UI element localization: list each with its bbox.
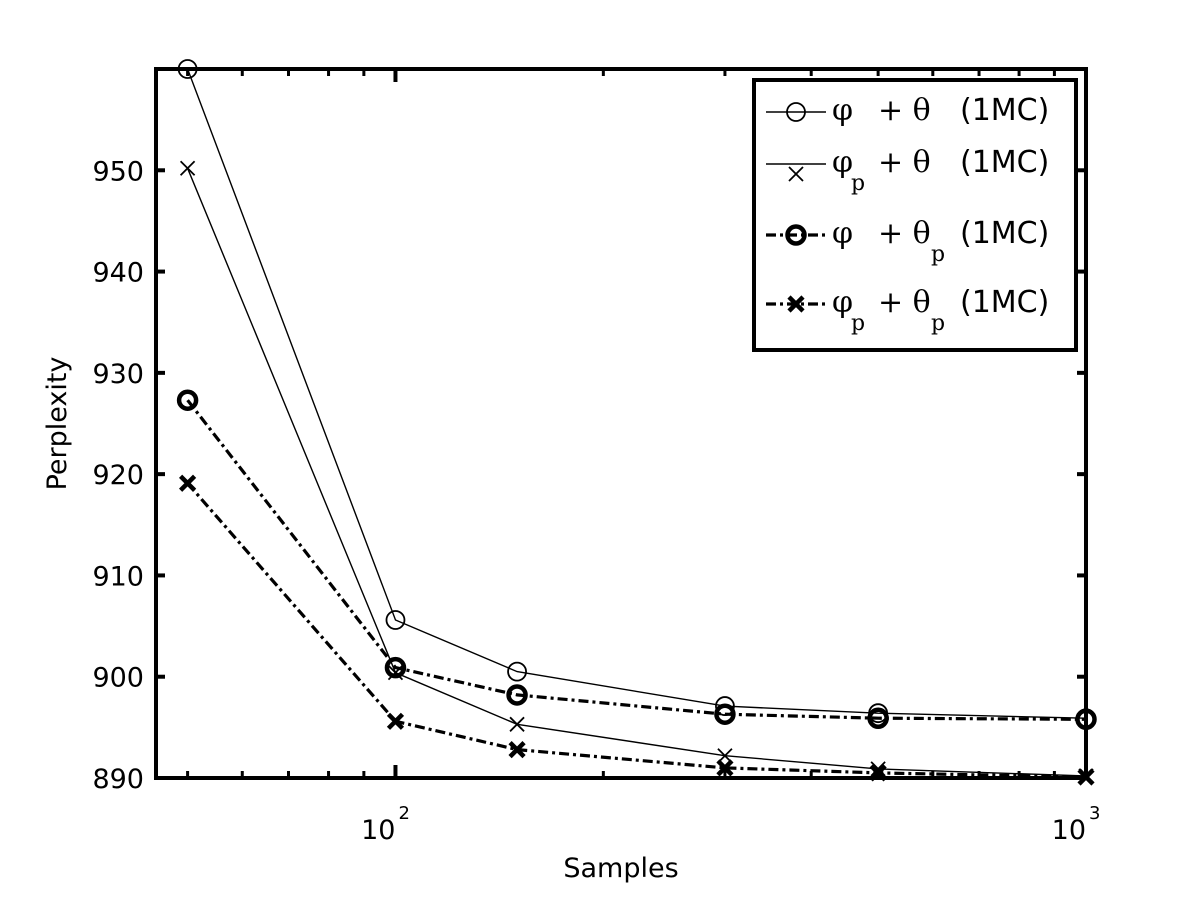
legend-phi: φ (832, 216, 853, 251)
data-point (177, 59, 198, 79)
legend-marker (786, 102, 806, 122)
data-point (179, 160, 196, 176)
data-point (506, 684, 528, 706)
x-tick-exponent: 2 (398, 803, 409, 824)
legend-item-1: φ + θ (1MC) (766, 93, 1049, 128)
data-point (386, 712, 405, 730)
data-point (385, 610, 406, 630)
legend-marker (788, 166, 804, 182)
marker-stroke (788, 166, 804, 182)
y-tick-label: 950 (92, 156, 144, 187)
legend-theta: + θ (878, 145, 931, 180)
data-point (716, 759, 734, 777)
y-tick-label: 920 (92, 460, 144, 491)
legend-mc: (1MC) (960, 93, 1049, 128)
data-point (867, 707, 889, 729)
marker-stroke (787, 295, 805, 313)
series-line (186, 399, 1087, 721)
x-axis-label: Samples (563, 853, 678, 884)
legend-theta: + θ (878, 285, 931, 320)
legend-marker (785, 224, 807, 246)
series-4 (179, 474, 1095, 786)
legend-sub: p (851, 311, 865, 336)
marker-stroke (386, 712, 405, 730)
legend-box (752, 78, 1078, 352)
y-tick-label: 890 (92, 764, 144, 795)
legend-mc: (1MC) (960, 145, 1049, 180)
series-line (186, 68, 1087, 719)
y-tick-label: 910 (92, 561, 144, 592)
axis-labels: Samples Perplexity (42, 357, 679, 884)
marker-stroke (179, 160, 196, 176)
series-layer (176, 59, 1097, 786)
legend-theta: + θ (878, 93, 931, 128)
legend-phi: φ (832, 93, 853, 128)
x-tick-label: 10 (1052, 815, 1086, 846)
data-point (176, 389, 199, 411)
marker-stroke (509, 716, 525, 732)
y-axis-label: Perplexity (42, 357, 73, 491)
data-point (179, 474, 197, 492)
x-tick-exponent: 3 (1089, 803, 1100, 824)
legend-mc: (1MC) (960, 285, 1049, 320)
y-tick-label: 930 (92, 359, 144, 390)
axes-frame (154, 67, 1088, 780)
data-point (508, 741, 526, 759)
data-point (714, 703, 736, 725)
legend-item-3: φ + θp (1MC) (766, 216, 1049, 267)
data-point (509, 716, 525, 732)
legend-phi: φ (832, 285, 853, 320)
data-point (1075, 708, 1097, 731)
legend-theta: + θ (878, 216, 931, 251)
data-point (869, 764, 887, 782)
legend-sub: p (931, 242, 945, 267)
series-line (186, 168, 1087, 777)
legend: φ + θ (1MC)φp+ θ (1MC)φ + θp(1MC)φp+ θp(1MC) (752, 78, 1078, 352)
data-point (1077, 768, 1095, 786)
x-tick-label: 10 (361, 815, 395, 846)
legend-mc: (1MC) (960, 216, 1049, 251)
data-point (384, 656, 407, 679)
y-tick-label: 940 (92, 258, 144, 289)
data-point (507, 661, 527, 682)
legend-item-4: φp+ θp(1MC) (766, 285, 1049, 336)
legend-marker (787, 295, 805, 313)
legend-item-2: φp + θ (1MC) (766, 145, 1049, 196)
legend-sub: p (931, 311, 945, 336)
marker-stroke (716, 759, 734, 777)
series-3 (176, 389, 1097, 731)
marker-stroke (179, 474, 197, 492)
marker-stroke (508, 741, 526, 759)
marker-stroke (1077, 768, 1095, 786)
marker-stroke (869, 764, 887, 782)
legend-sub: p (851, 171, 865, 196)
legend-phi: φ (832, 145, 853, 180)
y-tick-label: 900 (92, 663, 144, 694)
